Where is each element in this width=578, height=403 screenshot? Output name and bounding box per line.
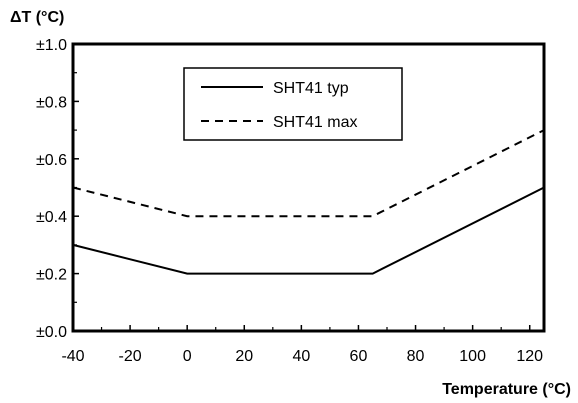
y-axis-ticks: ±0.0 ±0.2 ±0.4 ±0.6 ±0.8 ±1.0	[36, 37, 79, 341]
x-tick-label: 120	[516, 348, 543, 365]
series-line-1	[72, 129, 545, 218]
x-axis-ticks: -40 -20 0 20 40 60 80 100 120	[61, 325, 543, 365]
legend: SHT41 typ SHT41 max	[183, 67, 403, 141]
x-tick-label: 0	[183, 348, 192, 365]
x-tick-label: 100	[459, 348, 486, 365]
legend-label-max: SHT41 max	[273, 114, 357, 131]
plot-frame	[71, 42, 546, 333]
y-tick-label: ±0.4	[36, 209, 67, 226]
y-tick-label: ±0.0	[36, 324, 67, 341]
x-tick-label: -20	[119, 348, 142, 365]
x-tick-label: 80	[407, 348, 425, 365]
y-tick-label: ±0.2	[36, 267, 67, 284]
legend-box	[183, 67, 403, 141]
y-tick-label: ±1.0	[36, 37, 67, 54]
x-tick-label: 40	[292, 348, 310, 365]
series-line-0	[72, 186, 545, 275]
series-layer	[72, 129, 545, 275]
x-tick-label: -40	[61, 348, 84, 365]
x-axis-title: Temperature (°C)	[442, 381, 571, 398]
x-tick-label: 60	[350, 348, 368, 365]
legend-label-typ: SHT41 typ	[273, 80, 349, 97]
x-tick-label: 20	[235, 348, 253, 365]
y-axis-title: ΔT (°C)	[10, 9, 64, 26]
y-tick-label: ±0.8	[36, 94, 67, 111]
y-tick-label: ±0.6	[36, 152, 67, 169]
